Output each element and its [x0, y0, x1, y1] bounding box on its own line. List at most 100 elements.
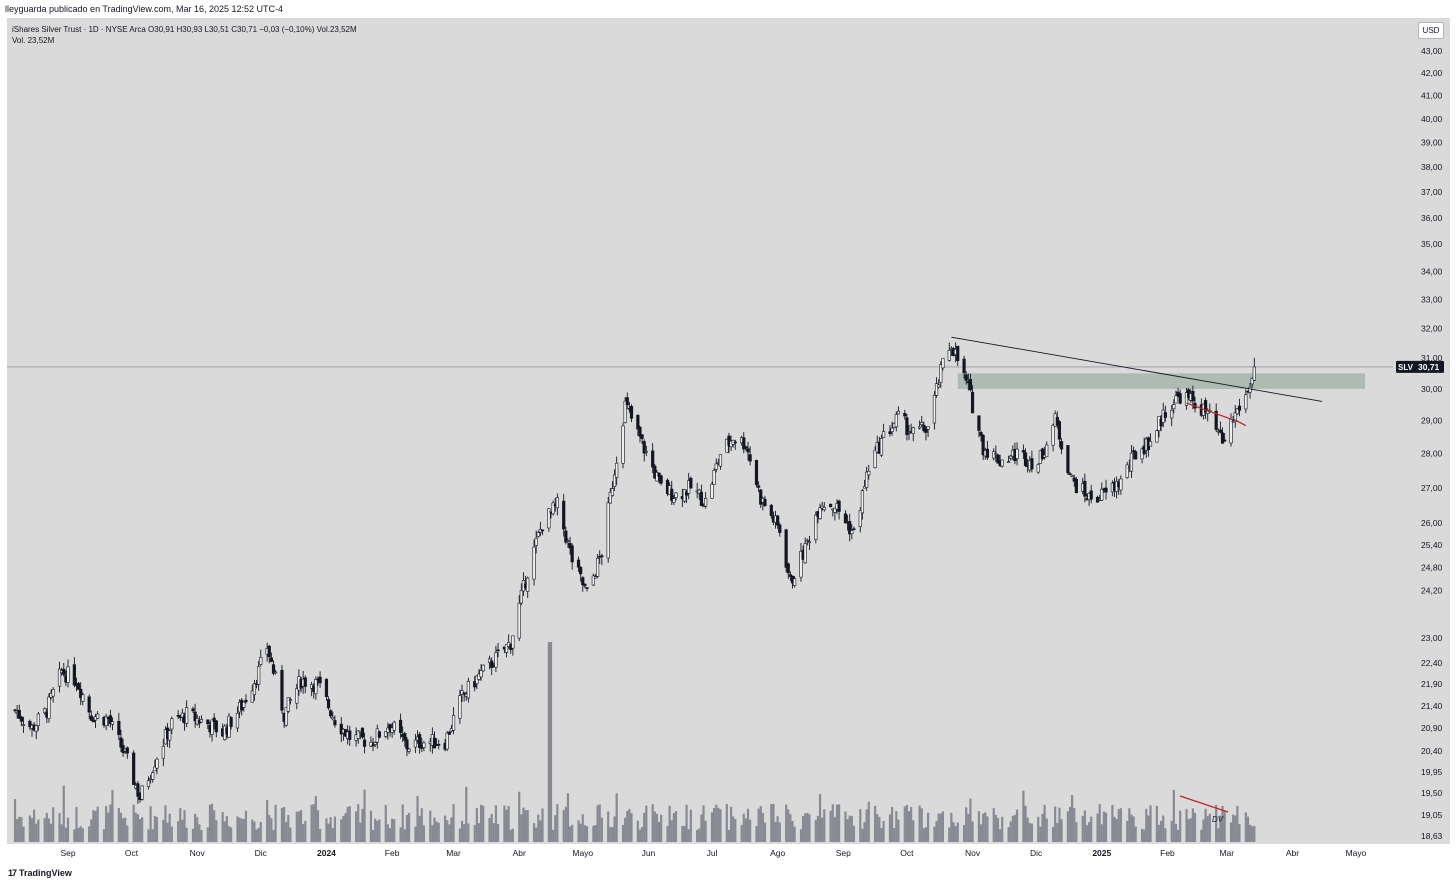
volume-legend[interactable]: Vol. 23,52M	[12, 36, 55, 45]
volume-bar	[689, 809, 692, 842]
candle	[964, 374, 968, 381]
volume-bar	[846, 819, 849, 842]
candle	[170, 718, 174, 730]
volume-bar	[198, 824, 201, 842]
volume-bar	[401, 804, 404, 842]
candle	[1089, 490, 1093, 500]
symbol-ohlc-line[interactable]: iShares Silver Trust · 1D · NYSE Arca O3…	[12, 25, 357, 34]
volume-bar	[488, 817, 491, 842]
volume-bar	[626, 811, 629, 842]
volume-bar	[177, 821, 180, 842]
x-tick-label: Ago	[770, 848, 785, 858]
volume-bar	[956, 822, 959, 842]
volume-bar	[255, 829, 258, 842]
candle	[924, 429, 928, 433]
volume-bar	[700, 814, 703, 842]
volume-bar	[643, 812, 646, 842]
candle	[540, 529, 545, 532]
candle	[1237, 405, 1242, 411]
volume-bar	[107, 812, 110, 842]
volume-bar	[552, 829, 555, 842]
candle	[413, 739, 418, 748]
volume-bar	[90, 819, 93, 842]
volume-bar	[374, 818, 377, 842]
volume-bar	[969, 798, 972, 842]
candle	[125, 747, 129, 754]
volume-bar	[920, 808, 923, 842]
candle	[79, 688, 83, 699]
tradingview-logo[interactable]: 17 TradingView	[8, 868, 72, 878]
volume-bar	[238, 817, 241, 842]
x-tick-label: Sep	[60, 848, 75, 858]
volume-bar	[848, 815, 851, 842]
volume-bar	[270, 818, 273, 842]
volume-bar	[331, 828, 334, 842]
volume-bar	[1172, 789, 1175, 842]
candle	[373, 742, 377, 745]
x-tick-label: Feb	[1160, 848, 1175, 858]
y-tick-label: 29,00	[1421, 416, 1443, 426]
candle	[763, 499, 767, 507]
volume-bar	[446, 820, 449, 842]
x-tick-label: Mayo	[1346, 848, 1367, 858]
currency-button[interactable]: USD	[1418, 22, 1444, 39]
y-tick-label: 24,20	[1421, 586, 1443, 596]
volume-bar	[257, 827, 260, 842]
volume-bar	[437, 822, 440, 842]
volume-bar	[713, 807, 716, 842]
volume-bar	[890, 806, 894, 842]
volume-bar	[785, 804, 788, 842]
volume-bar	[594, 825, 597, 842]
volume-bar	[492, 823, 495, 842]
candle	[418, 734, 422, 748]
candle	[651, 450, 655, 468]
candle	[710, 483, 714, 499]
y-tick-label: 20,90	[1421, 723, 1443, 733]
volume-bar	[655, 813, 659, 842]
volume-bar	[876, 814, 879, 842]
volume-bar	[210, 803, 214, 842]
candle	[994, 453, 998, 455]
x-tick-label: Jul	[707, 848, 718, 858]
volume-bar	[346, 806, 349, 842]
candle	[437, 743, 441, 746]
candle	[206, 719, 210, 725]
volume-bar	[926, 812, 930, 842]
volume-bar	[170, 826, 173, 842]
volume-bar	[1128, 808, 1131, 842]
volume-bar	[772, 803, 775, 842]
volume-bar	[1085, 825, 1089, 842]
volume-bar	[1164, 828, 1167, 842]
candle	[384, 731, 388, 737]
volume-bar	[774, 822, 777, 842]
candle	[432, 737, 437, 749]
chart-pane[interactable]	[7, 18, 1450, 844]
x-tick-label: Oct	[125, 848, 139, 858]
volume-bar	[600, 817, 603, 842]
y-tick-label: 19,05	[1421, 810, 1443, 820]
volume-bar	[742, 813, 745, 842]
volume-bar	[1189, 818, 1192, 842]
x-tick-label: Nov	[190, 848, 206, 858]
volume-bar	[1028, 822, 1031, 842]
x-tick-label: Abr	[1286, 848, 1299, 858]
candle	[769, 504, 773, 516]
volume-bar	[954, 826, 957, 842]
candle	[17, 709, 21, 719]
volume-bar	[1221, 805, 1224, 842]
candle	[210, 719, 214, 735]
volume-bar	[164, 805, 167, 842]
volume-bar	[295, 811, 298, 842]
volume-bar	[793, 826, 796, 842]
volume-bar	[696, 829, 699, 842]
price-label-symbol: SLV	[1398, 363, 1414, 372]
volume-bar	[1009, 821, 1012, 842]
volume-bar	[850, 816, 853, 842]
volume-bar	[1066, 811, 1069, 842]
volume-bar	[511, 828, 514, 842]
volume-bar	[778, 822, 781, 842]
volume-bar	[878, 816, 881, 842]
candle	[746, 448, 750, 453]
candle	[926, 426, 930, 430]
